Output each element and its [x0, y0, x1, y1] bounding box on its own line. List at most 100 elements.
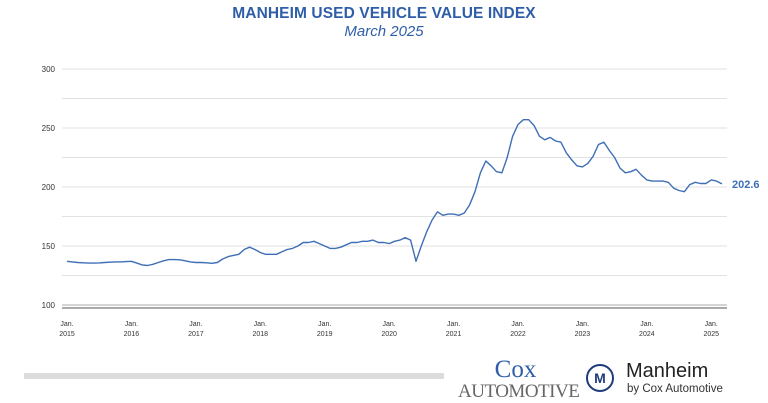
data-point — [356, 242, 357, 243]
data-point — [367, 241, 368, 242]
horizontal-scrollbar[interactable] — [24, 373, 444, 379]
gridlines — [62, 68, 727, 309]
data-point — [217, 262, 218, 263]
x-tick-label: Jan. — [705, 321, 718, 328]
data-point — [662, 181, 663, 182]
x-tick-label: 2020 — [381, 331, 397, 338]
data-point — [555, 140, 556, 141]
data-point — [716, 181, 717, 182]
data-point — [131, 261, 132, 262]
data-point — [378, 242, 379, 243]
data-point — [635, 169, 636, 170]
data-point — [453, 214, 454, 215]
data-point — [582, 166, 583, 167]
data-point — [437, 211, 438, 212]
cox-automotive-logo: Cox Automotive — [458, 356, 580, 401]
data-point — [587, 163, 588, 164]
data-point — [560, 142, 561, 143]
data-point — [603, 142, 604, 143]
manheim-logo-text: Manheim — [626, 360, 709, 382]
data-point — [533, 125, 534, 126]
data-point — [383, 242, 384, 243]
data-point — [550, 137, 551, 138]
y-tick-label: 150 — [42, 242, 56, 251]
data-point — [72, 261, 73, 262]
data-point — [695, 182, 696, 183]
data-point — [684, 191, 685, 192]
data-point — [362, 241, 363, 242]
data-point — [501, 172, 502, 173]
data-point — [652, 181, 653, 182]
data-point — [174, 259, 175, 260]
x-tick-label: 2018 — [252, 331, 268, 338]
x-tick-label: 2022 — [510, 331, 526, 338]
data-point — [711, 179, 712, 180]
data-point — [93, 263, 94, 264]
x-tick-label: 2019 — [317, 331, 333, 338]
data-point — [372, 240, 373, 241]
data-point — [313, 241, 314, 242]
data-point — [168, 259, 169, 260]
data-point — [185, 260, 186, 261]
data-point — [641, 175, 642, 176]
data-point — [201, 262, 202, 263]
data-point — [410, 240, 411, 241]
x-tick-label: 2025 — [703, 331, 719, 338]
data-point — [431, 219, 432, 220]
data-point — [297, 245, 298, 246]
data-point — [394, 241, 395, 242]
data-point — [249, 247, 250, 248]
data-point — [389, 243, 390, 244]
x-tick-label: Jan. — [318, 321, 331, 328]
x-tick-label: Jan. — [383, 321, 396, 328]
data-point — [281, 251, 282, 252]
data-point — [426, 231, 427, 232]
data-point — [614, 157, 615, 158]
data-point — [405, 237, 406, 238]
data-point — [625, 172, 626, 173]
data-point — [705, 183, 706, 184]
x-tick-label: Jan. — [254, 321, 267, 328]
data-point — [415, 261, 416, 262]
data-point — [179, 259, 180, 260]
x-tick-label: Jan. — [189, 321, 202, 328]
x-tick-label: Jan. — [511, 321, 524, 328]
data-point — [335, 248, 336, 249]
data-point — [265, 254, 266, 255]
data-point — [469, 204, 470, 205]
data-point — [619, 168, 620, 169]
data-point — [287, 249, 288, 250]
data-point — [260, 252, 261, 253]
data-point — [593, 156, 594, 157]
data-point — [464, 212, 465, 213]
data-point — [646, 179, 647, 180]
data-point — [308, 242, 309, 243]
data-point — [303, 242, 304, 243]
y-tick-label: 100 — [42, 301, 56, 310]
data-point — [480, 172, 481, 173]
x-tick-label: Jan. — [576, 321, 589, 328]
data-point — [158, 262, 159, 263]
data-point — [421, 245, 422, 246]
data-point — [609, 150, 610, 151]
data-point — [668, 182, 669, 183]
data-point — [195, 262, 196, 263]
data-point — [206, 262, 207, 263]
x-tick-label: 2023 — [575, 331, 591, 338]
data-point — [544, 139, 545, 140]
data-point — [673, 188, 674, 189]
data-point — [351, 242, 352, 243]
data-point — [491, 165, 492, 166]
data-point — [66, 261, 67, 262]
x-tick-label: Jan. — [125, 321, 138, 328]
data-point — [147, 265, 148, 266]
data-point — [496, 171, 497, 172]
y-tick-label: 300 — [42, 65, 56, 74]
cox-logo-text: Cox — [494, 356, 537, 383]
data-point — [136, 263, 137, 264]
data-point — [319, 243, 320, 244]
data-point — [270, 254, 271, 255]
x-tick-label: 2016 — [124, 331, 140, 338]
data-point — [83, 262, 84, 263]
